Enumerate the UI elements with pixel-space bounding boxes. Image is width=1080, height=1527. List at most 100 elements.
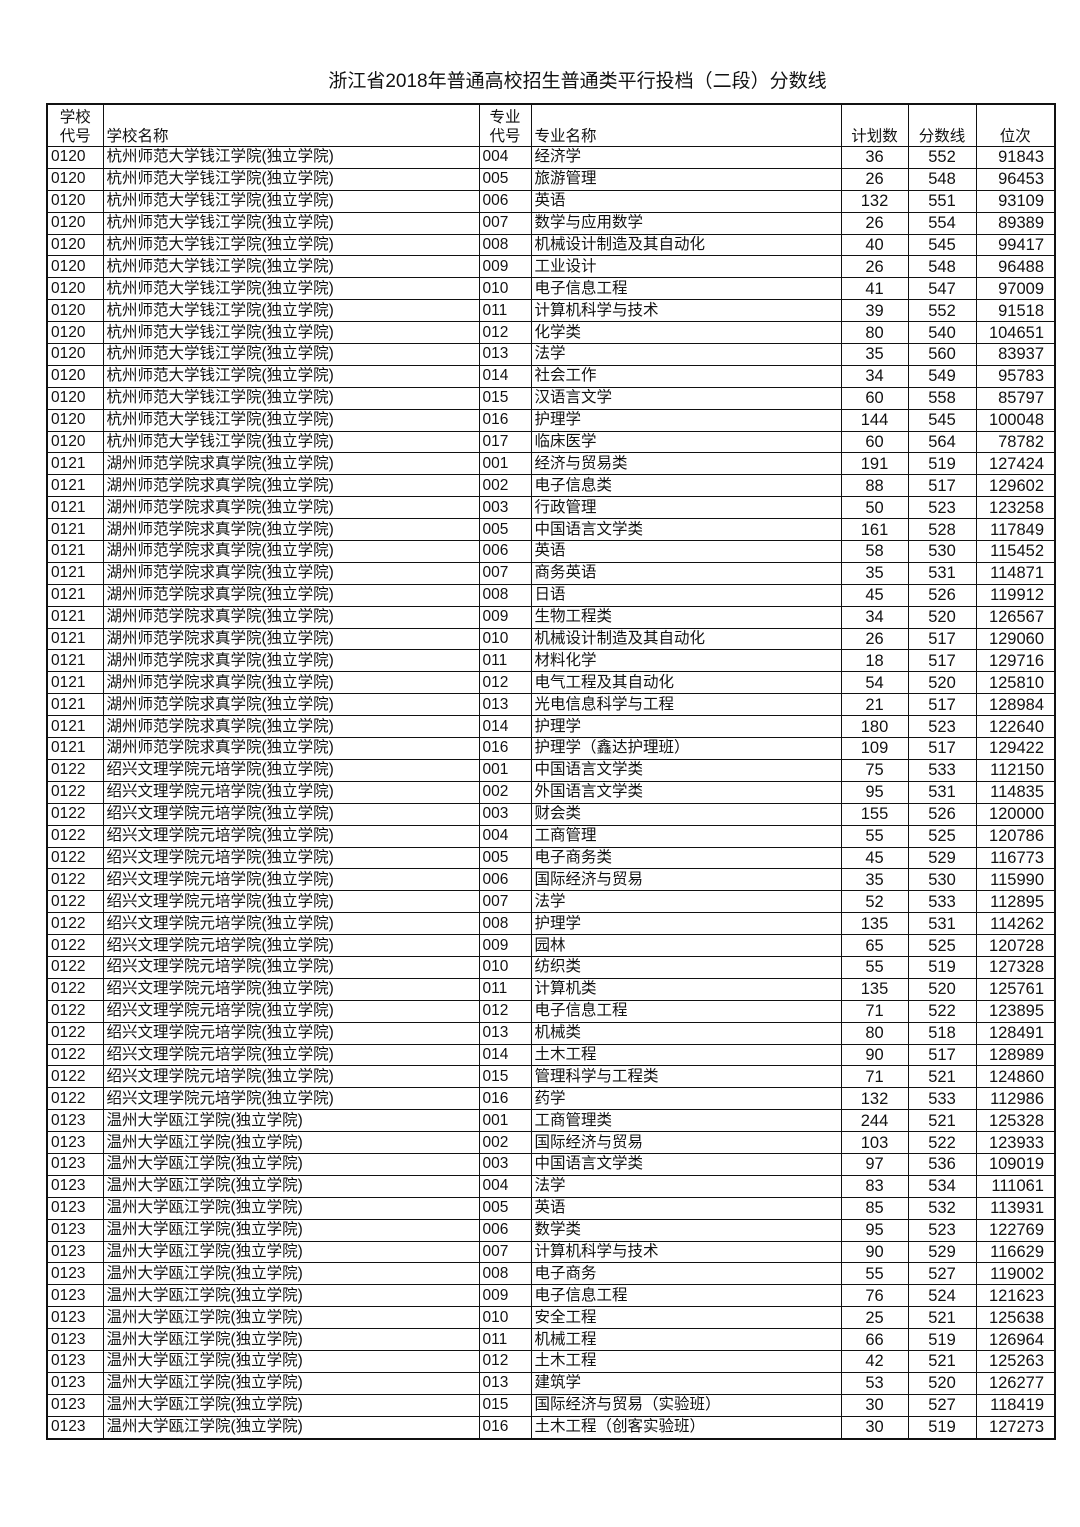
- school-code-cell: 0123: [46, 1415, 104, 1440]
- rank-cell: 123258: [975, 496, 1056, 520]
- school-name-cell: 温州大学瓯江学院(独立学院): [102, 1196, 480, 1220]
- table-row: 0120 杭州师范大学钱江学院(独立学院) 010 电子信息工程 41 547 97009: [46, 277, 1056, 301]
- school-name-cell: 湖州师范学院求真学院(独立学院): [102, 693, 480, 717]
- school-name-cell: 杭州师范大学钱江学院(独立学院): [102, 386, 480, 410]
- major-code-cell: 001: [478, 452, 532, 476]
- plan-cell: 30: [840, 1415, 909, 1440]
- school-code-cell: 0123: [46, 1371, 104, 1395]
- plan-cell: 58: [840, 540, 909, 563]
- rank-cell: 119002: [975, 1262, 1056, 1286]
- school-code-cell: 0122: [46, 868, 104, 892]
- major-name-cell: 法学: [530, 890, 842, 914]
- rank-cell: 93109: [975, 189, 1056, 213]
- school-name-cell: 绍兴文理学院元培学院(独立学院): [102, 912, 480, 936]
- school-code-cell: 0123: [46, 1306, 104, 1330]
- plan-cell: 42: [840, 1349, 909, 1373]
- score-cell: 521: [907, 1109, 977, 1133]
- score-cell: 558: [907, 386, 977, 410]
- score-cell: 524: [907, 1284, 977, 1308]
- table-row: 0120 杭州师范大学钱江学院(独立学院) 011 计算机科学与技术 39 552 9151…: [46, 299, 1056, 323]
- school-code-cell: 0120: [46, 299, 104, 323]
- school-name-cell: 温州大学瓯江学院(独立学院): [102, 1371, 480, 1395]
- major-name-cell: 化学类: [530, 321, 842, 345]
- plan-cell: 76: [840, 1284, 909, 1308]
- rank-cell: 116629: [975, 1240, 1056, 1264]
- score-cell: 540: [907, 321, 977, 345]
- plan-cell: 39: [840, 299, 909, 323]
- score-cell: 517: [907, 474, 977, 498]
- rank-cell: 91518: [975, 299, 1056, 323]
- major-code-cell: 010: [478, 627, 532, 651]
- table-row: 0123 温州大学瓯江学院(独立学院) 015 国际经济与贸易（实验班） 30 527 11…: [46, 1393, 1056, 1417]
- rank-cell: 126964: [975, 1328, 1056, 1351]
- school-name-cell: 杭州师范大学钱江学院(独立学院): [102, 408, 480, 432]
- major-name-cell: 电子信息类: [530, 474, 842, 498]
- school-code-cell: 0123: [46, 1240, 104, 1264]
- table-row: 0122 绍兴文理学院元培学院(独立学院) 013 机械类 80 518 128491: [46, 1021, 1056, 1045]
- score-cell: 554: [907, 211, 977, 235]
- plan-cell: 53: [840, 1371, 909, 1395]
- score-cell: 533: [907, 890, 977, 914]
- school-name-cell: 温州大学瓯江学院(独立学院): [102, 1306, 480, 1330]
- plan-cell: 109: [840, 737, 909, 760]
- school-code-cell: 0120: [46, 321, 104, 345]
- rank-cell: 100048: [975, 408, 1056, 432]
- plan-cell: 103: [840, 1131, 909, 1154]
- score-cell: 527: [907, 1262, 977, 1286]
- table-row: 0121 湖州师范学院求真学院(独立学院) 005 中国语言文学类 161 528 1178…: [46, 518, 1056, 542]
- school-code-cell: 0120: [46, 189, 104, 213]
- table-row: 0121 湖州师范学院求真学院(独立学院) 013 光电信息科学与工程 21 517 128…: [46, 693, 1056, 717]
- score-cell: 545: [907, 408, 977, 432]
- major-name-cell: 机械工程: [530, 1328, 842, 1351]
- major-code-cell: 006: [478, 1218, 532, 1242]
- school-code-cell: 0120: [46, 408, 104, 432]
- school-code-cell: 0122: [46, 802, 104, 826]
- school-name-cell: 绍兴文理学院元培学院(独立学院): [102, 1043, 480, 1067]
- school-code-cell: 0120: [46, 277, 104, 301]
- header-school-code-line2: 代号: [59, 128, 91, 145]
- rank-cell: 104651: [975, 321, 1056, 345]
- school-name-cell: 湖州师范学院求真学院(独立学院): [102, 583, 480, 607]
- major-name-cell: 工商管理类: [530, 1109, 842, 1133]
- school-name-cell: 温州大学瓯江学院(独立学院): [102, 1152, 480, 1176]
- major-code-cell: 003: [478, 1152, 532, 1176]
- header-major-name: 专业名称: [530, 103, 842, 147]
- major-code-cell: 011: [478, 1328, 532, 1351]
- table-row: 0120 杭州师范大学钱江学院(独立学院) 009 工业设计 26 548 96488: [46, 255, 1056, 279]
- score-cell: 531: [907, 912, 977, 936]
- school-code-cell: 0121: [46, 627, 104, 651]
- school-code-cell: 0121: [46, 561, 104, 585]
- rank-cell: 89389: [975, 211, 1056, 235]
- school-code-cell: 0122: [46, 977, 104, 1001]
- major-code-cell: 004: [478, 824, 532, 848]
- school-code-cell: 0123: [46, 1284, 104, 1308]
- table-row: 0122 绍兴文理学院元培学院(独立学院) 006 国际经济与贸易 35 530 11599…: [46, 868, 1056, 892]
- school-name-cell: 温州大学瓯江学院(独立学院): [102, 1109, 480, 1133]
- table-row: 0120 杭州师范大学钱江学院(独立学院) 015 汉语言文学 60 558 85797: [46, 386, 1056, 410]
- major-code-cell: 007: [478, 561, 532, 585]
- rank-cell: 129422: [975, 737, 1056, 760]
- table-row: 0123 温州大学瓯江学院(独立学院) 008 电子商务 55 527 119002: [46, 1262, 1056, 1286]
- score-cell: 549: [907, 364, 977, 388]
- score-cell: 530: [907, 540, 977, 563]
- score-cell: 519: [907, 1415, 977, 1440]
- school-code-cell: 0121: [46, 605, 104, 629]
- school-code-cell: 0123: [46, 1196, 104, 1220]
- school-code-cell: 0121: [46, 737, 104, 760]
- major-code-cell: 008: [478, 233, 532, 257]
- rank-cell: 114871: [975, 561, 1056, 585]
- major-name-cell: 建筑学: [530, 1371, 842, 1395]
- rank-cell: 126567: [975, 605, 1056, 629]
- major-code-cell: 013: [478, 343, 532, 366]
- score-cell: 527: [907, 1393, 977, 1417]
- major-name-cell: 计算机科学与技术: [530, 299, 842, 323]
- table-row: 0121 湖州师范学院求真学院(独立学院) 011 材料化学 18 517 129716: [46, 649, 1056, 673]
- score-cell: 529: [907, 846, 977, 870]
- school-code-cell: 0121: [46, 693, 104, 717]
- school-name-cell: 杭州师范大学钱江学院(独立学院): [102, 146, 480, 169]
- score-cell: 523: [907, 496, 977, 520]
- school-name-cell: 温州大学瓯江学院(独立学院): [102, 1240, 480, 1264]
- school-code-cell: 0120: [46, 211, 104, 235]
- school-code-cell: 0122: [46, 1021, 104, 1045]
- major-name-cell: 护理学: [530, 912, 842, 936]
